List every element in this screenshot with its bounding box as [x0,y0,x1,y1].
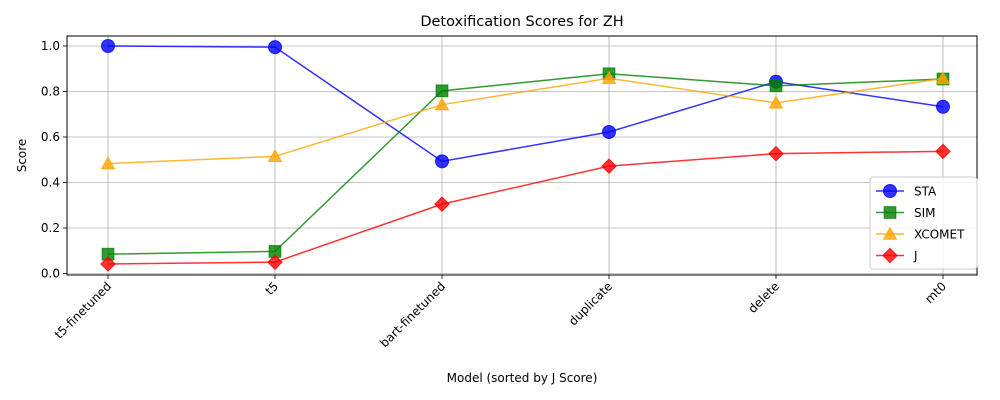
grid-lines [67,36,977,275]
legend-item-xcomet: XCOMET [876,226,965,242]
data-point [434,97,450,111]
y-tick-label: 1.0 [41,39,60,53]
data-point [267,254,283,270]
x-axis-label: Model (sorted by J Score) [447,371,598,385]
legend-label: SIM [914,206,936,220]
y-tick-label: 0.2 [41,221,60,235]
legend-marker [883,206,897,219]
data-point [769,79,783,93]
legend-item-sim: SIM [876,206,936,220]
x-tick-label: t5 [262,279,281,298]
y-axis-label: Score [15,139,29,173]
x-tick-label: bart-finetuned [377,279,448,350]
data-point [936,99,950,114]
data-point [935,71,951,85]
data-point [435,84,449,98]
legend-marker [882,247,898,264]
y-tick-label: 0.8 [41,85,60,99]
legend-item-j: J [876,247,918,264]
data-point [601,158,617,174]
data-point [601,70,617,85]
series-line [107,150,944,265]
data-point [268,40,282,55]
x-tick-label: t5-finetuned [52,279,114,341]
series-xcomet [100,70,951,170]
y-tick-label: 0.4 [41,176,60,190]
legend-box [869,176,978,270]
legend-label: XCOMET [914,228,965,242]
x-tick-label: mt0 [922,279,949,306]
series-layer [100,39,951,272]
series-line [107,73,944,255]
plot-frame [66,35,978,276]
legend-item-sta: STA [876,184,937,199]
data-point [768,95,784,109]
legend-marker [882,226,898,240]
data-point [602,124,616,139]
data-point [768,145,784,162]
legend-label: J [913,249,918,263]
legend: STA SIM XCOMET J [869,176,978,270]
x-tick-label: duplicate [566,279,615,328]
y-tick-label: 0.6 [41,130,60,144]
chart-title: Detoxification Scores for ZH [420,14,623,30]
data-point [100,256,116,272]
series-line [107,77,944,165]
data-point [935,143,951,160]
data-point [434,196,450,212]
legend-marker [883,184,897,198]
legend-label: STA [914,185,937,199]
data-point [100,156,116,170]
x-tick-label: delete [745,279,782,316]
series-j [100,143,951,272]
series-line [107,45,944,163]
series-sta [101,39,950,169]
data-point [435,154,449,169]
y-tick-label: 0.0 [41,267,60,281]
data-point [267,148,283,163]
data-point [101,39,115,53]
